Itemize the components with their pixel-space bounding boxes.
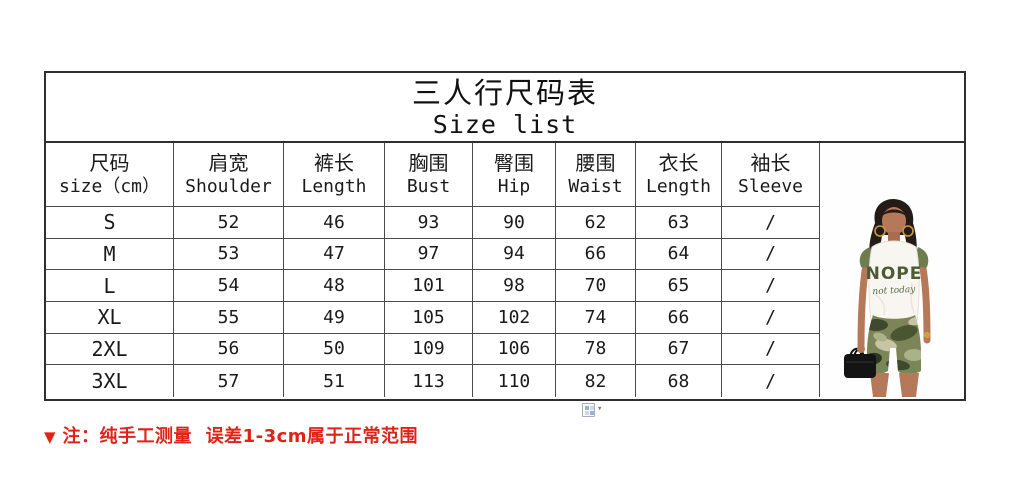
handbag [844,344,876,378]
table-cell: 48 [284,270,385,302]
shirt-subtext: not today [872,285,916,297]
hoop-earring-right [902,225,914,237]
table-cell: 78 [556,333,636,366]
table-cell: 74 [556,301,636,334]
table-cell: 98 [473,270,556,302]
table-title-cn: 三人行尺码表 [411,75,598,110]
size-label: 2XL [46,333,174,366]
column-header-size: 尺码 size（cm） [46,143,174,207]
table-cell: 67 [636,333,722,366]
model-legs [870,372,919,397]
table-cell: 70 [556,270,636,302]
table-cell: 66 [556,238,636,271]
chevron-down-icon: ▾ [597,404,603,414]
table-cell: 63 [636,207,722,239]
size-table: 三人行尺码表 Size list [44,71,966,401]
table-cell: / [722,333,820,366]
column-header-pants-length: 裤长 Length [284,143,385,207]
table-cell: 51 [284,365,385,397]
table-cell: / [722,207,820,239]
table-cell: 57 [174,365,284,397]
measurement-note: ▼ 注：纯手工测量 误差1-3cm属于正常范围 [44,426,418,448]
paste-options-icon[interactable]: ▾ [582,402,608,417]
table-cell: 82 [556,365,636,397]
table-cell: 56 [174,333,284,366]
table-cell: 53 [174,238,284,271]
table-cell: 52 [174,207,284,239]
table-cell: 110 [473,365,556,397]
table-cell: 65 [636,270,722,302]
table-cell: 90 [473,207,556,239]
table-cell: 109 [385,333,473,366]
table-cell: 50 [284,333,385,366]
table-cell: 66 [636,301,722,334]
column-header-hip: 臀围 Hip [473,143,556,207]
column-header-waist: 腰围 Waist [556,143,636,207]
table-title-en: Size list [432,109,578,139]
column-header-garment-length: 衣长 Length [636,143,722,207]
table-cell: 49 [284,301,385,334]
note-text: 注：纯手工测量 误差1-3cm属于正常范围 [62,426,419,447]
table-cell: 55 [174,301,284,334]
table-cell: 68 [636,365,722,397]
table-cell: / [722,238,820,271]
model-photo-illustration: NOPE not today [844,198,931,397]
size-label: M [46,238,174,271]
size-label: L [46,270,174,302]
table-cell: 54 [174,270,284,302]
table-cell: 105 [385,301,473,334]
size-label: XL [46,301,174,334]
table-cell: 94 [473,238,556,271]
table-cell: / [722,270,820,302]
nope-shirt: NOPE not today [859,240,929,328]
table-cell: 106 [473,333,556,366]
table-cell: 102 [473,301,556,334]
hoop-earring-left [874,225,886,237]
table-cell: 97 [385,238,473,271]
column-header-sleeve: 袖长 Sleeve [722,143,820,207]
table-cell: 101 [385,270,473,302]
shirt-text: NOPE [866,264,923,284]
table-cell: 64 [636,238,722,271]
size-label: S [46,207,174,239]
table-cell: / [722,301,820,334]
table-cell: 93 [385,207,473,239]
clipboard-icon [582,402,595,417]
table-title: 三人行尺码表 Size list [46,73,964,143]
column-header-bust: 胸围 Bust [385,143,473,207]
note-triangle-marker: ▼ [44,428,56,446]
table-cell: 47 [284,238,385,271]
size-label: 3XL [46,365,174,397]
gold-watch [923,331,931,339]
table-cell: 113 [385,365,473,397]
column-header-shoulder: 肩宽 Shoulder [174,143,284,207]
table-cell: 46 [284,207,385,239]
table-cell: / [722,365,820,397]
table-cell: 62 [556,207,636,239]
model-photo: NOPE not today [820,143,964,397]
model-face [874,206,914,250]
size-grid: NOPE not today [46,143,964,397]
